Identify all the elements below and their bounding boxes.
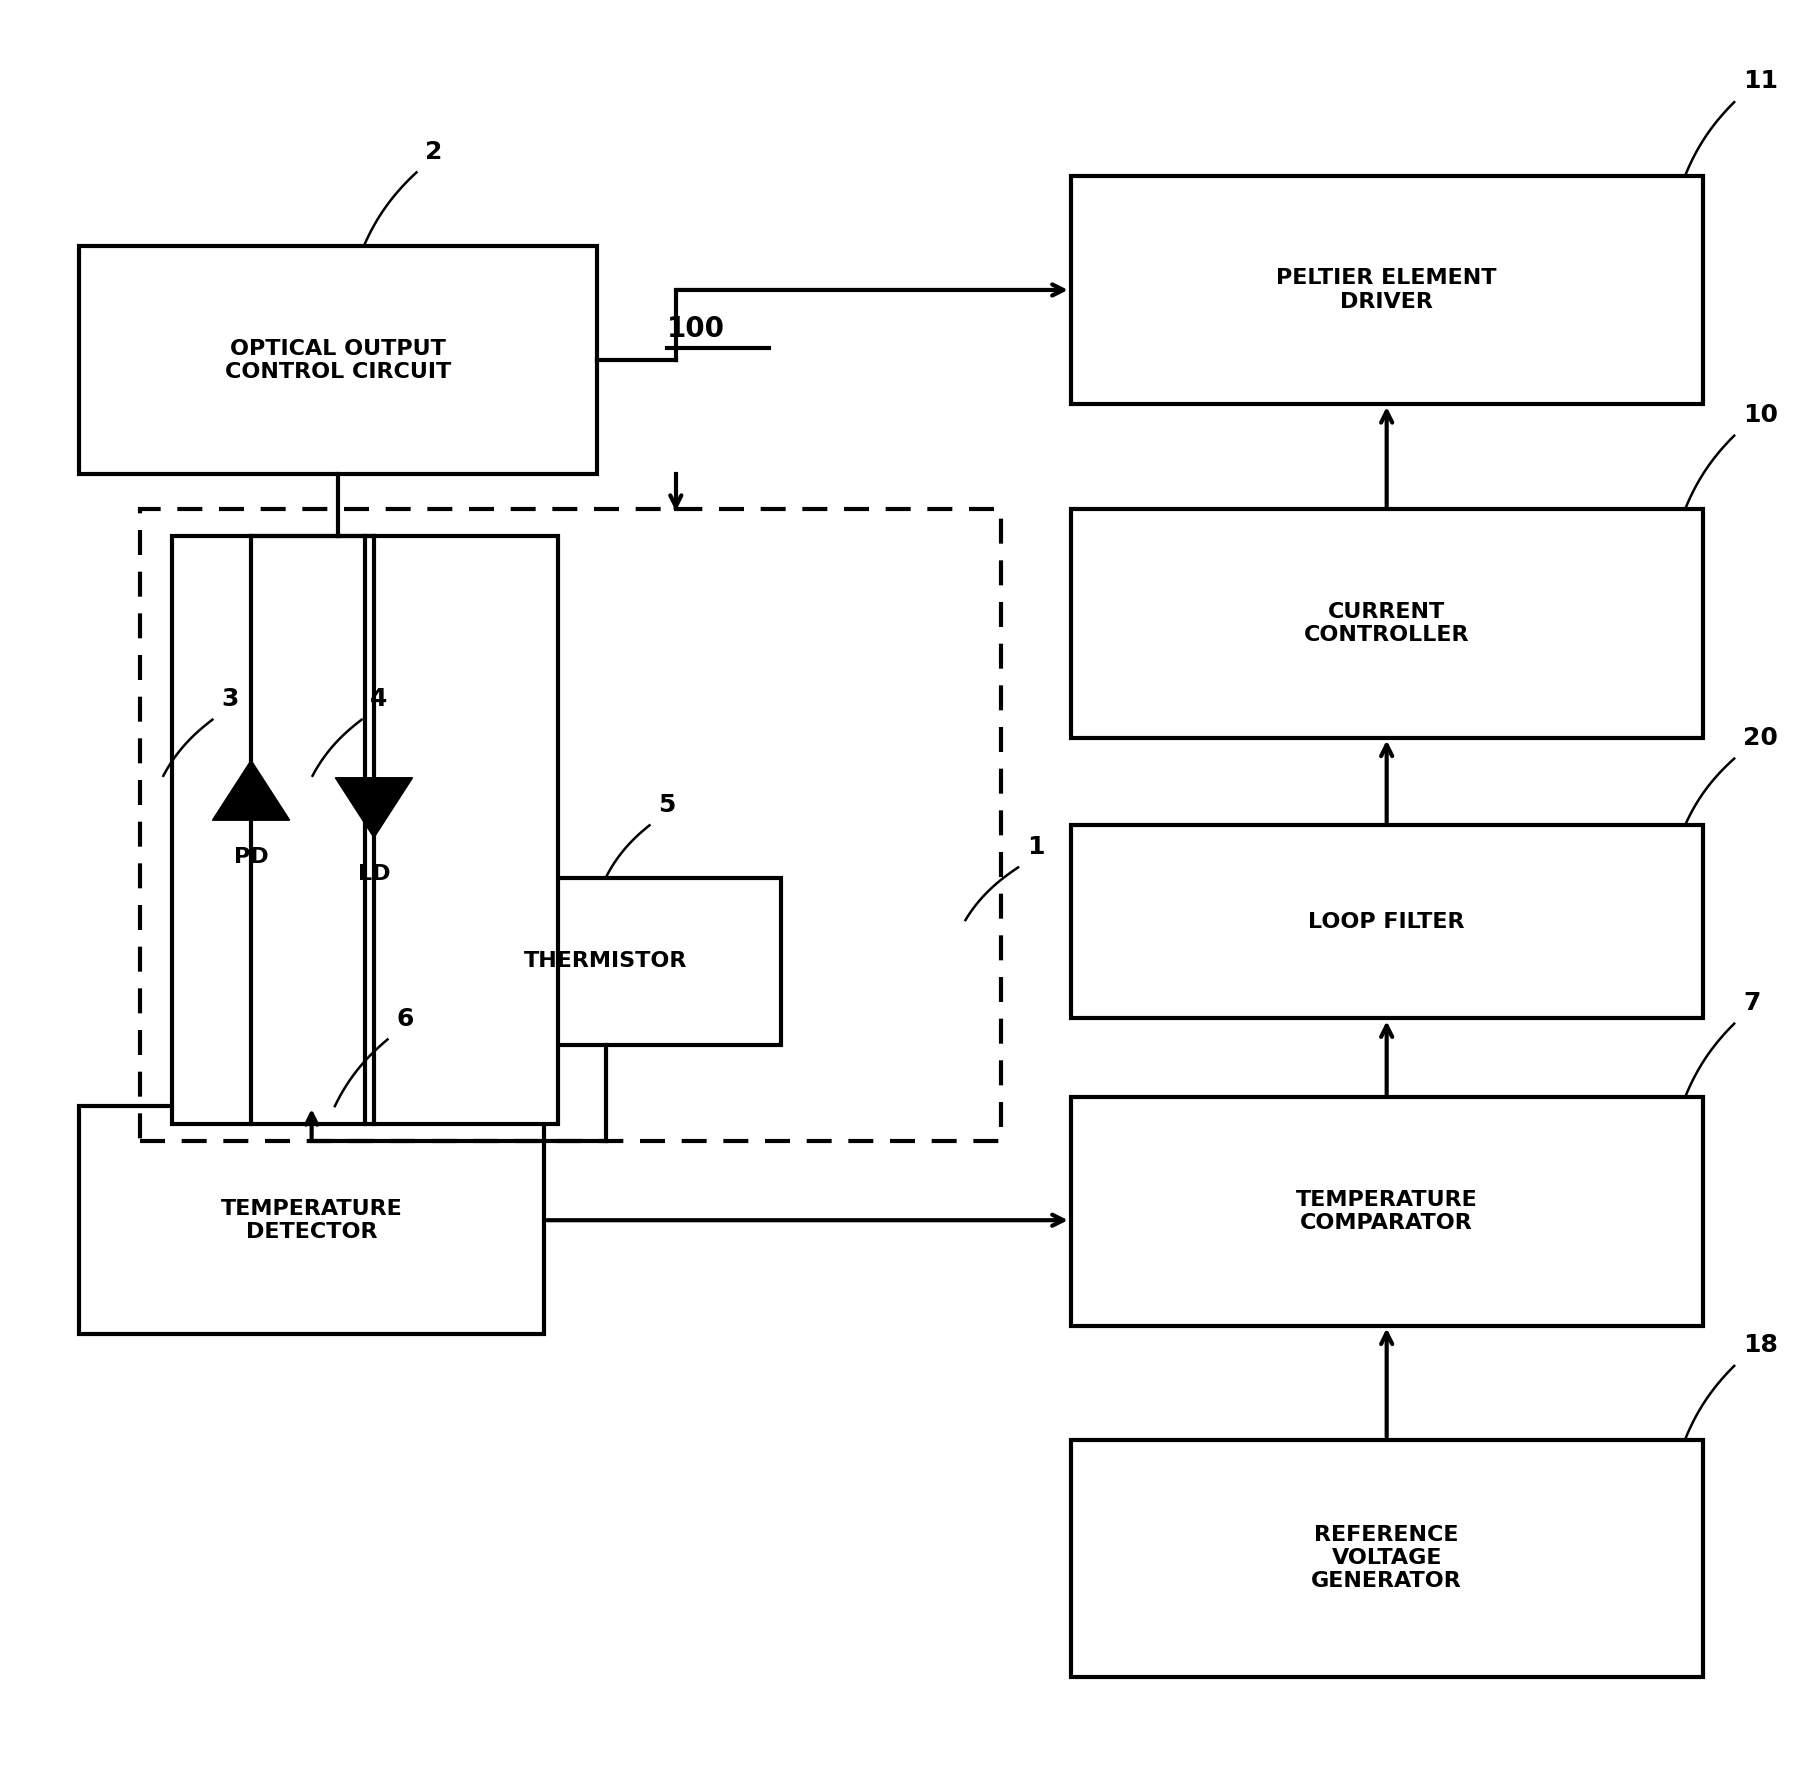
Bar: [430, 878, 781, 1044]
Text: 2: 2: [425, 140, 443, 163]
Text: PELTIER ELEMENT
DRIVER: PELTIER ELEMENT DRIVER: [1276, 269, 1496, 312]
Text: 7: 7: [1742, 990, 1760, 1015]
Text: OPTICAL OUTPUT
CONTROL CIRCUIT: OPTICAL OUTPUT CONTROL CIRCUIT: [224, 338, 450, 381]
Text: THERMISTOR: THERMISTOR: [524, 951, 687, 971]
Text: 3: 3: [220, 688, 239, 711]
Polygon shape: [334, 777, 412, 838]
Text: 20: 20: [1742, 725, 1776, 750]
Text: 18: 18: [1742, 1333, 1776, 1358]
Text: 6: 6: [396, 1007, 414, 1030]
Text: 10: 10: [1742, 403, 1776, 426]
Bar: [1070, 1098, 1702, 1325]
Text: REFERENCE
VOLTAGE
GENERATOR: REFERENCE VOLTAGE GENERATOR: [1310, 1524, 1462, 1590]
Text: PD: PD: [233, 847, 267, 867]
Bar: [1070, 1440, 1702, 1676]
Text: TEMPERATURE
DETECTOR: TEMPERATURE DETECTOR: [220, 1198, 403, 1241]
Text: 4: 4: [370, 688, 387, 711]
Text: LD: LD: [358, 863, 390, 885]
Polygon shape: [213, 761, 289, 820]
Text: 11: 11: [1742, 70, 1776, 93]
Text: 100: 100: [667, 315, 725, 342]
Text: 1: 1: [1026, 835, 1044, 858]
Bar: [141, 509, 999, 1141]
Text: 5: 5: [658, 792, 676, 817]
Text: LOOP FILTER: LOOP FILTER: [1308, 912, 1464, 931]
Text: CURRENT
CONTROLLER: CURRENT CONTROLLER: [1303, 602, 1469, 645]
Bar: [80, 1107, 544, 1334]
Bar: [1070, 826, 1702, 1019]
Text: TEMPERATURE
COMPARATOR: TEMPERATURE COMPARATOR: [1296, 1189, 1476, 1232]
Bar: [172, 536, 558, 1123]
Bar: [1070, 176, 1702, 405]
Bar: [80, 245, 596, 475]
Bar: [1070, 509, 1702, 738]
